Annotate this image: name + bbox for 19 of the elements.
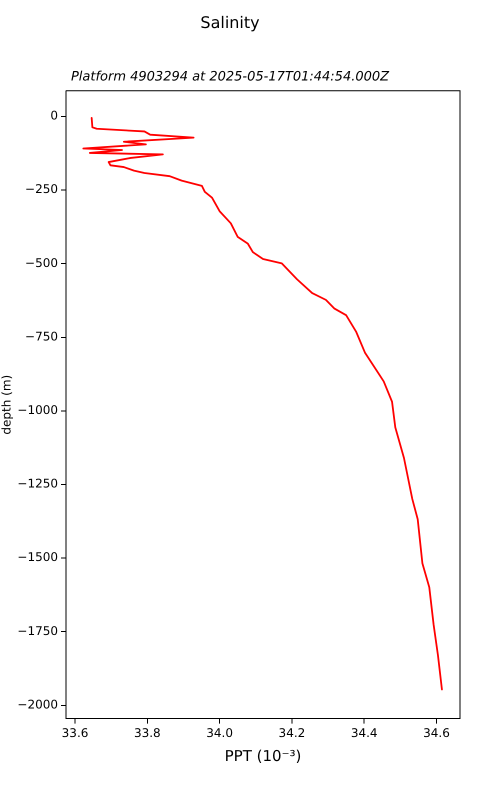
y-tick-label: −250 — [25, 182, 58, 196]
y-tick-label: −500 — [25, 256, 58, 270]
x-tick-label: 33.6 — [62, 726, 88, 740]
y-tick-label: 0 — [50, 108, 58, 123]
y-tick-label: −750 — [25, 329, 58, 344]
x-axis-title: PPT (10⁻³) — [224, 746, 302, 765]
y-tick-label: −1000 — [17, 403, 58, 418]
y-tick-label: −1500 — [17, 550, 58, 564]
chart-subtitle: Platform 4903294 at 2025-05-17T01:44:54.000Z — [70, 69, 390, 84]
x-tick-label: 34.2 — [278, 726, 306, 740]
x-tick-label: 34.0 — [206, 726, 233, 740]
x-tick-label: 34.6 — [423, 726, 450, 740]
chart-title: Salinity — [200, 12, 260, 32]
y-tick-label: −2000 — [17, 697, 58, 712]
y-tick-label: −1750 — [17, 624, 58, 638]
y-tick-label: −1250 — [17, 476, 58, 491]
x-tick-label: 33.8 — [134, 726, 161, 740]
x-tick-label: 34.4 — [350, 726, 378, 740]
y-axis-title: depth (m) — [0, 374, 14, 435]
